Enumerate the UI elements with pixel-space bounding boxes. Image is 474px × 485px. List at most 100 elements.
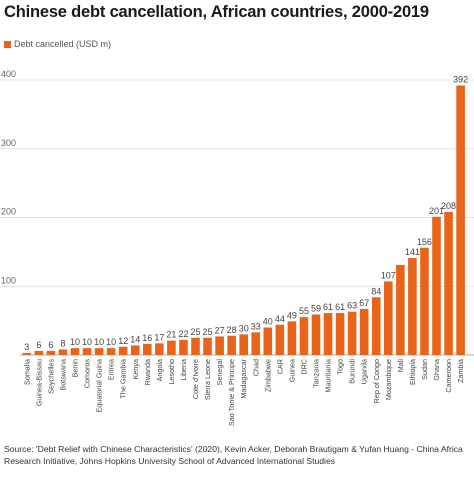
bar <box>191 337 200 355</box>
value-label: 10 <box>94 337 104 347</box>
y-tick-labels: 100 200 300 400 <box>1 69 16 285</box>
bar <box>130 345 140 355</box>
value-label: 25 <box>190 327 200 337</box>
bar <box>167 340 176 355</box>
bar <box>227 335 236 355</box>
bar <box>118 346 128 355</box>
bar <box>359 308 369 355</box>
bar <box>371 297 381 355</box>
bar <box>444 212 453 355</box>
y-tick-label: 100 <box>1 275 16 285</box>
x-tick-label: CAR <box>275 359 284 374</box>
value-label: 10 <box>70 337 80 347</box>
value-label: 33 <box>251 321 261 331</box>
x-tick-label: Senegal <box>215 359 224 386</box>
y-tick-label: 300 <box>1 138 16 148</box>
legend-label: Debt cancelled (USD m) <box>14 39 112 49</box>
value-label: 22 <box>178 329 188 339</box>
value-label: 10 <box>106 337 116 347</box>
value-label: 30 <box>239 323 249 333</box>
x-tick-label: Botswana <box>58 359 67 391</box>
y-tick-label: 200 <box>1 207 16 217</box>
x-tick-label: Comoros <box>83 359 92 389</box>
bar <box>456 85 465 355</box>
value-label: 8 <box>60 339 65 349</box>
bar <box>70 348 80 355</box>
x-tick-label: Sudan <box>420 359 429 380</box>
x-tick-label: Mali <box>396 359 405 373</box>
value-label: 6 <box>36 340 41 350</box>
value-label: 61 <box>335 302 345 312</box>
bar <box>94 348 104 355</box>
x-tick-label: Chad <box>251 359 260 376</box>
bar <box>215 336 224 355</box>
x-tick-label: Sierra Leone <box>203 359 212 400</box>
value-label: 10 <box>82 337 92 347</box>
value-label: 25 <box>203 327 213 337</box>
value-label: 12 <box>118 336 128 346</box>
bar <box>22 352 32 355</box>
value-label: 107 <box>381 270 396 280</box>
bar <box>311 314 321 355</box>
x-tick-label: Madagascar <box>239 358 248 398</box>
x-tick-label: DRC <box>299 359 308 375</box>
bar <box>155 343 164 355</box>
value-label: 14 <box>130 334 140 344</box>
x-tick-label: Lesotho <box>167 359 176 385</box>
bar <box>299 317 309 355</box>
value-label: 49 <box>287 310 297 320</box>
value-label: 63 <box>347 301 357 311</box>
x-tick-label: Sao Tome & Principe <box>227 359 236 426</box>
bar <box>34 350 44 355</box>
x-tick-label: Seychelles <box>46 359 55 394</box>
value-label: 21 <box>166 330 176 340</box>
bar <box>420 247 429 355</box>
x-tick-label: Zimbabwe <box>263 359 272 392</box>
x-tick-label: Liberia <box>179 359 188 381</box>
bar <box>251 332 261 355</box>
x-tick-label: Benin <box>71 359 80 377</box>
bar <box>335 313 345 355</box>
value-label: 392 <box>453 75 468 85</box>
value-label: 6 <box>48 340 53 350</box>
bar <box>347 311 357 355</box>
bar <box>106 348 116 355</box>
value-label: 61 <box>323 302 333 312</box>
bar <box>203 337 212 355</box>
value-label: 16 <box>142 333 152 343</box>
value-labels: 3 6 6 8 10 10 10 10 12 14 16 17 21 22 25 25 27 28 30 33 40 44… <box>24 75 468 352</box>
bar <box>396 264 405 355</box>
value-label: 28 <box>227 325 237 335</box>
value-label: 141 <box>405 247 420 257</box>
x-tick-label: Uganda <box>360 359 369 384</box>
value-label: 156 <box>417 237 432 247</box>
bar <box>384 281 393 355</box>
bar <box>143 344 152 355</box>
value-label: 59 <box>311 303 321 313</box>
value-label: 27 <box>215 325 225 335</box>
bar <box>58 349 68 355</box>
x-tick-label: Rwanda <box>143 359 152 385</box>
x-tick-label: Zambia <box>456 359 465 383</box>
bar <box>287 321 297 355</box>
x-tick-label: The Gambia <box>119 359 128 399</box>
x-tick-label: Ethiopia <box>408 359 417 385</box>
x-tick-label: Guinea-Bissau <box>34 359 43 406</box>
value-label: 201 <box>429 206 444 216</box>
bar <box>408 258 417 355</box>
x-tick-label: Equatorial Guina <box>95 359 104 413</box>
bar <box>46 350 56 355</box>
x-tick-label: Cameroon <box>444 359 453 393</box>
x-tick-label: Mauritania <box>324 359 333 393</box>
x-tick-label: Kenya <box>131 359 140 379</box>
value-label: 67 <box>359 298 369 308</box>
value-label: 55 <box>299 306 309 316</box>
value-label: 3 <box>24 342 29 352</box>
bar <box>323 313 333 355</box>
bar <box>263 327 273 355</box>
bar <box>82 348 92 355</box>
legend: Debt cancelled (USD m) <box>4 39 111 49</box>
bars <box>22 85 465 355</box>
x-tick-label: Ghana <box>432 359 441 381</box>
